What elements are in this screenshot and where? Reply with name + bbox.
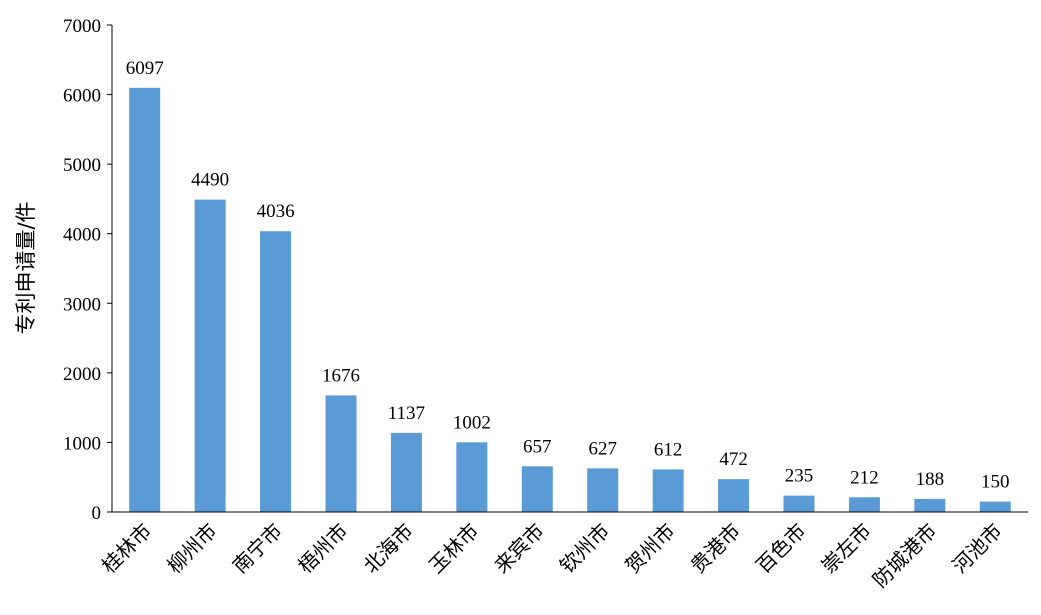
- x-category-label: 梧州市: [293, 519, 352, 578]
- bar: [979, 501, 1011, 512]
- bar: [260, 231, 292, 512]
- bar: [325, 395, 357, 512]
- y-tick-label: 4000: [63, 225, 101, 246]
- x-category-label: 柳州市: [162, 519, 221, 578]
- x-category-label: 南宁市: [228, 519, 287, 578]
- y-tick-label: 7000: [63, 16, 101, 37]
- bar-value-label: 472: [719, 449, 748, 470]
- x-category-label: 河池市: [947, 519, 1006, 578]
- bar-value-label: 1137: [388, 403, 425, 424]
- bar-value-label: 4036: [257, 201, 295, 222]
- bar-value-label: 1002: [453, 412, 491, 433]
- bar-value-label: 235: [785, 466, 814, 487]
- bar: [587, 468, 619, 512]
- x-category-label: 贵港市: [686, 519, 745, 578]
- y-tick-label: 0: [92, 503, 102, 524]
- bar-value-label: 212: [850, 467, 879, 488]
- y-axis-title-group: 专利申请量/件: [14, 201, 38, 334]
- x-category-label: 贺州市: [620, 519, 679, 578]
- bar: [194, 199, 226, 513]
- x-category-label: 北海市: [359, 519, 418, 578]
- bars-group: [129, 87, 1011, 513]
- y-tick-label: 6000: [63, 86, 101, 107]
- bar: [456, 442, 488, 512]
- bar-value-label: 627: [588, 438, 617, 459]
- x-category-label: 桂林市: [97, 519, 156, 578]
- bar: [718, 479, 750, 512]
- x-category-label: 来宾市: [489, 519, 548, 578]
- bar-value-label: 188: [916, 469, 945, 490]
- y-tick-label: 2000: [63, 364, 101, 385]
- y-tick-label: 1000: [63, 433, 101, 454]
- bar: [129, 87, 161, 512]
- bar: [914, 498, 946, 512]
- bar-value-label: 612: [654, 439, 683, 460]
- data-labels-group: 6097 4490 4036 1676 1137 1002 657 627 612 472 235 2…: [126, 58, 1010, 493]
- bar-value-label: 4490: [191, 170, 229, 191]
- bar-value-label: 1676: [322, 365, 360, 386]
- y-axis-ticks: 0 1000 2000 3000 4000 5000 6000 7000: [63, 16, 112, 524]
- bar: [652, 469, 684, 512]
- bar-value-label: 150: [981, 472, 1010, 493]
- bar: [783, 495, 815, 512]
- bar: [390, 432, 422, 512]
- y-axis-title: 专利申请量/件: [14, 201, 38, 334]
- y-tick-label: 5000: [63, 155, 101, 176]
- bar: [848, 497, 880, 512]
- x-category-label: 玉林市: [424, 519, 483, 578]
- bar-value-label: 657: [523, 436, 552, 457]
- bar-value-label: 6097: [126, 58, 164, 79]
- x-category-label: 防城港市: [868, 519, 942, 593]
- x-category-label: 崇左市: [817, 519, 876, 578]
- x-category-label: 百色市: [751, 519, 810, 578]
- bar: [521, 466, 553, 512]
- y-tick-label: 3000: [63, 294, 101, 315]
- x-category-label: 钦州市: [555, 519, 614, 578]
- x-axis-labels: 桂林市 柳州市 南宁市 梧州市 北海市 玉林市 来宾市 钦州市 贺州市 贵港市 百色市 崇左市防城港市…: [97, 519, 1007, 593]
